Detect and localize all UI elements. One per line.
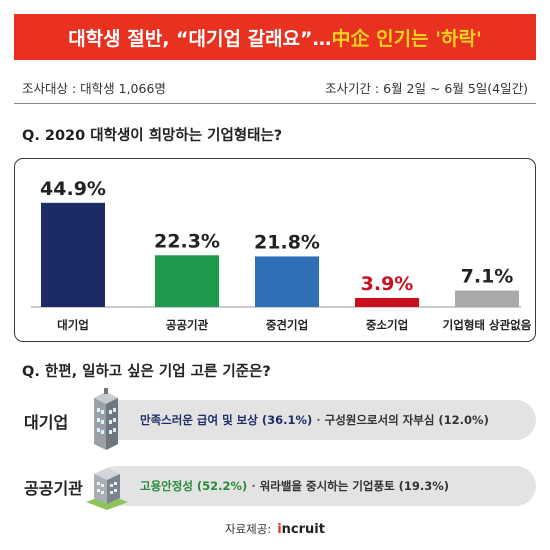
criteria-secondary: 구성원으로서의 자부심 (12.0%)	[324, 413, 489, 427]
category-label: 기업형태 상관없음	[443, 318, 532, 332]
company-type-chart: 44.9% 대기업 22.3% 공공기관 21.8% 중견기업 3.9% 중소기업 7.1% 기업…	[14, 158, 536, 342]
criteria-label: 공공기관	[24, 479, 83, 498]
bar-value-label: 21.8%	[254, 231, 320, 253]
criteria-row-public-institution: 공공기관 고용안정성 (52.2%) · 워라밸을 중시하는 기업풍토 (19.…	[14, 460, 536, 514]
bar	[41, 202, 105, 307]
bar	[455, 290, 519, 307]
incruit-logo: incruit	[277, 522, 325, 537]
bar-value-label: 3.9%	[361, 273, 414, 295]
headline-highlight: 中企 인기는 '하락'	[331, 27, 482, 50]
source-credit: 자료제공: incruit	[0, 518, 550, 540]
category-label: 대기업	[57, 318, 89, 332]
divider	[14, 103, 536, 104]
question-1: Q. 2020 대학생이 희망하는 기업형태는?	[22, 128, 283, 144]
criteria-secondary: 워라밸을 중시하는 기업풍토 (19.3%)	[259, 479, 450, 493]
bar	[355, 297, 419, 307]
category-label: 중소기업	[366, 318, 408, 332]
question-2: Q. 한편, 일하고 싶은 기업 고른 기준은?	[22, 364, 271, 380]
logo-wordmark: ncruit	[281, 521, 325, 537]
bar	[155, 255, 219, 307]
criteria-primary: 만족스러운 급여 및 보상 (36.1%)	[140, 413, 313, 427]
headline-text: 대학생 절반, “대기업 갈래요”…	[68, 27, 332, 50]
criteria-label: 대기업	[24, 413, 69, 432]
bar	[255, 256, 319, 307]
survey-subjects: 조사대상 : 대학생 1,066명	[22, 81, 166, 96]
bar-value-label: 22.3%	[154, 230, 220, 252]
criteria-pill: 고용안정성 (52.2%) · 워라밸을 중시하는 기업풍토 (19.3%)	[96, 466, 536, 506]
criteria-separator: ·	[251, 479, 256, 493]
category-label: 공공기관	[166, 318, 209, 332]
criteria-pill: 만족스러운 급여 및 보상 (36.1%) · 구성원으로서의 자부심 (12.…	[96, 400, 536, 440]
criteria-primary: 고용안정성 (52.2%)	[140, 479, 248, 493]
category-label: 중견기업	[266, 318, 308, 332]
bar-value-label: 44.9%	[40, 178, 106, 200]
criteria-row-large-company: 대기업 만족스러운 급여 및 보상 (36.1%) · 구성원으로서의 자부심 …	[14, 388, 536, 450]
survey-meta: 조사대상 : 대학생 1,066명 조사기간 : 6월 2일 ~ 6월 5일(4…	[22, 78, 528, 98]
bar-value-label: 7.1%	[461, 266, 514, 288]
bar-chart-svg: 44.9% 대기업 22.3% 공공기관 21.8% 중견기업 3.9% 중소기업 7.1% 기업…	[31, 178, 532, 332]
source-label: 자료제공:	[225, 522, 272, 536]
skyscraper-icon	[94, 388, 118, 450]
logo-mark: i	[277, 521, 282, 537]
criteria-separator: ·	[316, 413, 321, 427]
headline-banner: 대학생 절반, “대기업 갈래요”… 中企 인기는 '하락'	[14, 14, 536, 60]
survey-period: 조사기간 : 6월 2일 ~ 6월 5일(4일간)	[324, 81, 528, 96]
office-building-icon	[86, 468, 128, 510]
